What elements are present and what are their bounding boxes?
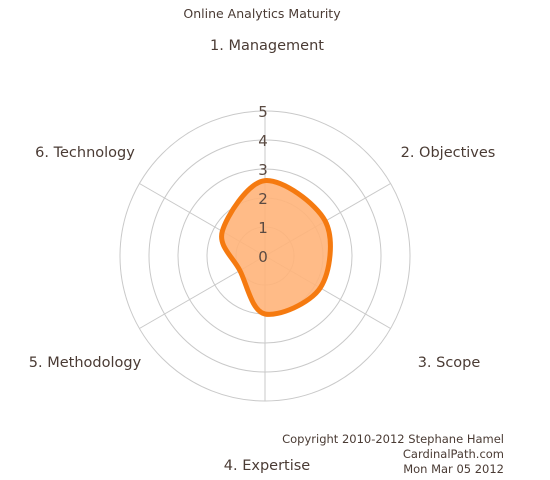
axis-label-5: 5. Methodology — [29, 355, 142, 371]
data-point-3 — [318, 285, 323, 290]
copyright-text: Copyright 2010-2012 Stephane Hamel — [282, 432, 504, 446]
tick-label-2: 2 — [258, 190, 268, 208]
axis-label-2: 2. Objectives — [401, 145, 496, 161]
date-text: Mon Mar 05 2012 — [403, 462, 504, 476]
site-link[interactable]: CardinalPath.com — [403, 447, 504, 461]
data-point-4 — [263, 312, 267, 316]
data-point-6 — [220, 229, 225, 234]
tick-label-3: 3 — [258, 161, 268, 179]
axis-label-6: 6. Technology — [35, 145, 135, 161]
axis-label-1: 1. Management — [210, 38, 324, 54]
tick-label-1: 1 — [258, 219, 268, 237]
chart-title: Online Analytics Maturity — [183, 6, 341, 21]
series-area — [221, 180, 331, 315]
data-point-2 — [323, 219, 328, 224]
tick-labels: 0 1 2 3 4 5 — [258, 103, 268, 266]
tick-label-5: 5 — [258, 103, 268, 121]
axis-labels: 1. Management 2. Objectives 3. Scope 4. Exp… — [29, 38, 496, 474]
series-layer — [219, 178, 333, 317]
axis-label-4: 4. Expertise — [224, 458, 311, 474]
tick-label-4: 4 — [258, 132, 268, 150]
data-point-5 — [237, 268, 242, 273]
tick-label-0: 0 — [258, 248, 268, 266]
axis-label-3: 3. Scope — [418, 355, 481, 371]
data-point-1 — [263, 178, 267, 183]
